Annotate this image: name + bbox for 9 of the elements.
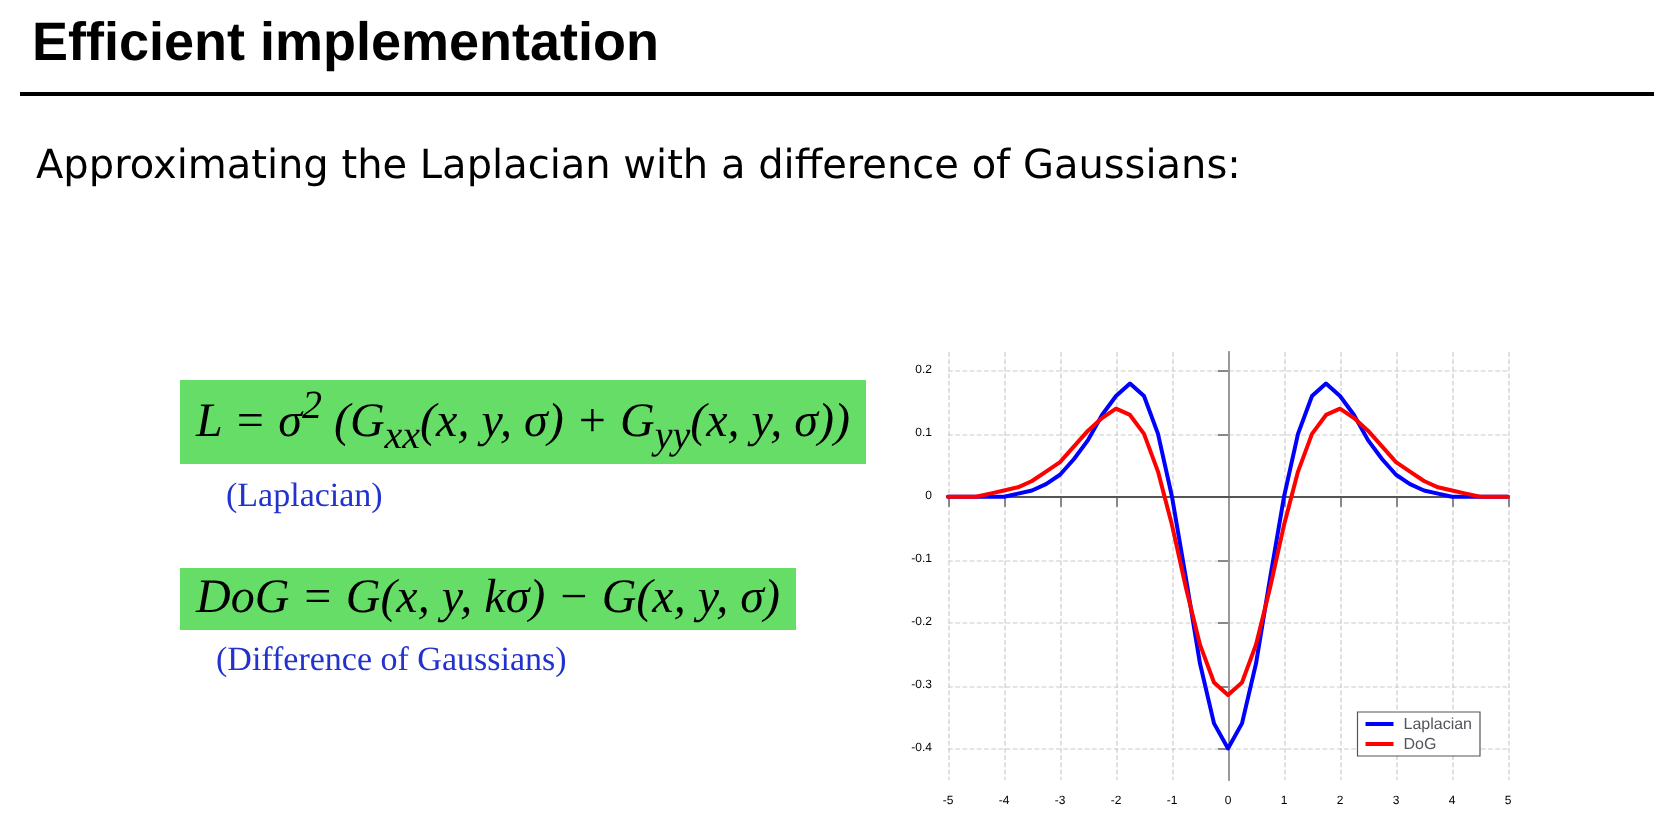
chart-subtitle: Approximating the Laplacian with a difference of Gaussians: (36, 140, 1241, 188)
text: DoG = G(x, y, kσ) − G(x, y, σ) (180, 568, 796, 630)
text: L = σ$^{2}$ (G$_{xx}$(x, y, σ) + G$_{yy}$(x, y, σ)) (180, 380, 866, 464)
text: (Laplacian) (226, 476, 383, 516)
text: Efficient implementation (32, 12, 660, 74)
text: (Difference of Gaussians) (216, 640, 567, 680)
legend-label: Laplacian (1403, 715, 1472, 733)
legend-label: DoG (1403, 735, 1437, 753)
line-series (946, 406, 1510, 698)
